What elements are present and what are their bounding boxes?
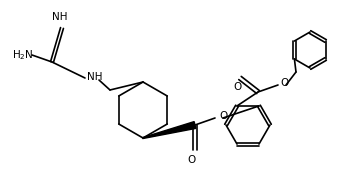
Text: NH: NH	[87, 72, 102, 82]
Text: O: O	[280, 78, 288, 88]
Polygon shape	[143, 122, 196, 138]
Text: O: O	[187, 155, 195, 165]
Text: O: O	[219, 111, 227, 121]
Text: O: O	[234, 82, 242, 92]
Text: NH: NH	[52, 12, 68, 22]
Text: H$_2$N: H$_2$N	[12, 48, 34, 62]
